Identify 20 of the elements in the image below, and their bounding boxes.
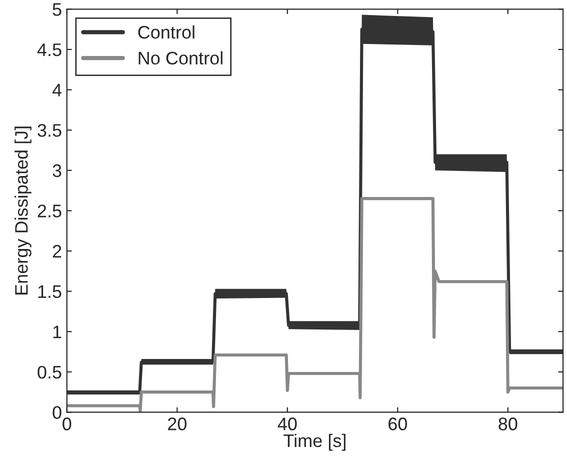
y-tick-label: 1.5 [38, 285, 62, 298]
legend-label: Control [138, 25, 194, 39]
y-tick-label: 3 [52, 164, 62, 178]
y-tick-label: 4 [52, 84, 62, 96]
y-tick-label: 2 [52, 244, 62, 258]
y-tick-label: 1 [53, 326, 62, 338]
x-tick-label: 80 [498, 418, 518, 430]
x-tick-label: 40 [278, 418, 297, 430]
y-tick-label: 4.5 [37, 44, 62, 56]
y-tick-label: 3.5 [38, 124, 62, 137]
x-tick-label: 60 [388, 418, 407, 430]
y-tick-label: 5 [52, 3, 62, 16]
x-axis-title: Time [s] [284, 434, 346, 451]
legend-label: No Control [138, 51, 222, 65]
y-tick-label: 0.5 [38, 366, 62, 379]
y-tick-label: 2.5 [38, 204, 62, 218]
y-tick-label: 0 [52, 406, 62, 419]
y-axis-title: Energy Dissipated [J] [14, 126, 32, 294]
x-tick-label: 20 [168, 418, 186, 430]
x-tick-label: 0 [62, 418, 72, 430]
